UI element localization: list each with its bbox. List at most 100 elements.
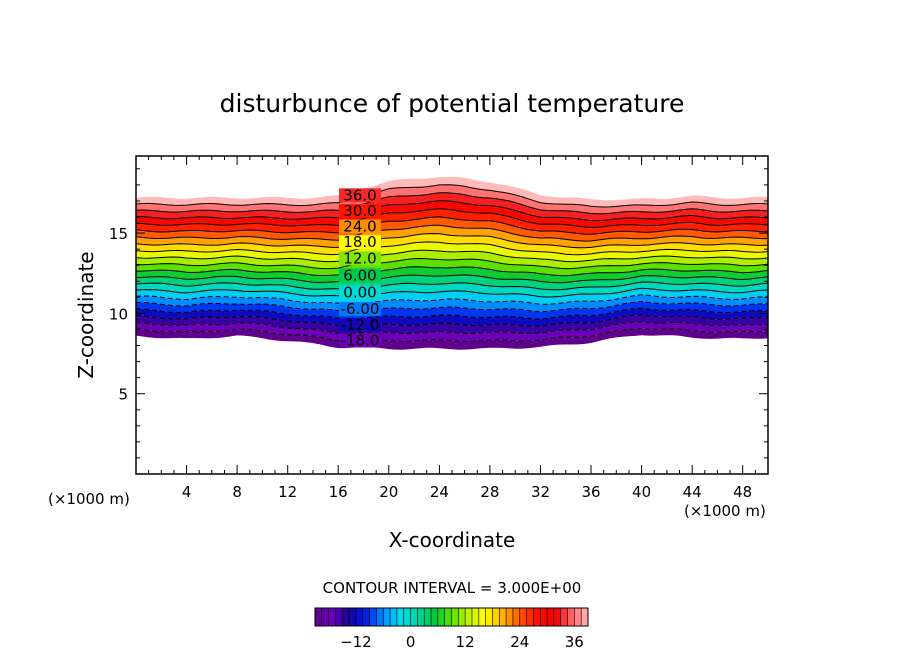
contour-label-3: 0.00 (343, 284, 376, 302)
colorbar-cell-13 (403, 608, 411, 626)
contour-label-bg-7 (339, 219, 381, 234)
x-tick-label-0: 4 (182, 483, 192, 501)
colorbar-cell-20 (451, 608, 459, 626)
contour-line-6 (136, 294, 768, 305)
x-tick-label-11: 48 (733, 483, 752, 501)
contour-line-4 (136, 307, 768, 320)
contour-line-1 (136, 328, 768, 343)
contour-band-8 (136, 274, 768, 290)
contour-line-8 (136, 281, 768, 291)
contour-band-10 (136, 258, 768, 276)
colorbar-cell-1 (321, 608, 330, 626)
contour-band-1 (136, 321, 768, 342)
colorbar-cell-18 (437, 608, 446, 626)
colorbar (314, 608, 589, 626)
colorbar-tick-label-3: 24 (510, 633, 529, 651)
colorbar-cell-33 (540, 608, 548, 626)
y-tick-labels: 5 10 15 (109, 225, 128, 404)
contour-line-14 (136, 233, 768, 249)
x-tick-label-9: 40 (632, 483, 651, 501)
contour-label-bg-3 (339, 285, 381, 300)
x-tick-label-7: 32 (531, 483, 550, 501)
contour-band-16 (136, 208, 768, 235)
contour-line-19 (136, 192, 768, 215)
x-axis-label: X-coordinate (389, 528, 516, 552)
colorbar-cell-8 (369, 608, 377, 626)
colorbar-cell-25 (485, 608, 493, 626)
colorbar-cell-11 (390, 608, 398, 626)
contour-label-1: -12.0 (341, 316, 380, 334)
contour-label-bg-2 (339, 302, 381, 317)
contour-label-bg-4 (339, 268, 381, 283)
colorbar-cell-39 (581, 608, 589, 626)
contour-label-bg-0 (339, 333, 381, 348)
contour-line-5 (136, 300, 768, 313)
contour-label-8: 30.0 (343, 202, 376, 220)
colorbar-cell-7 (362, 608, 370, 626)
colorbar-cell-9 (376, 608, 384, 626)
contour-label-bg-6 (339, 235, 381, 250)
colorbar-cell-35 (553, 608, 562, 626)
colorbar-cell-23 (471, 608, 480, 626)
colorbar-cell-14 (410, 608, 418, 626)
contour-line-20 (136, 184, 768, 208)
colorbar-cell-16 (424, 608, 432, 626)
x-unit-right: (×1000 m) (684, 502, 766, 520)
colorbar-tick-label-1: 0 (406, 633, 416, 651)
colorbar-cell-15 (417, 608, 425, 626)
contour-line-13 (136, 241, 768, 256)
contour-line-3 (136, 314, 768, 327)
colorbar-cell-12 (396, 608, 405, 626)
contour-label-0: -18.0 (341, 332, 380, 350)
contour-lines (136, 184, 768, 343)
colorbar-frame (314, 607, 589, 627)
colorbar-cell-38 (574, 608, 582, 626)
colorbar-cell-21 (458, 608, 466, 626)
contour-line-18 (136, 200, 768, 222)
contour-band-14 (136, 225, 768, 248)
colorbar-cell-0 (315, 608, 323, 626)
y-axis-label: Z-coordinate (74, 251, 98, 378)
colorbar-cell-5 (349, 608, 357, 626)
contour-line-10 (136, 266, 768, 277)
colorbar-cell-36 (560, 608, 568, 626)
contour-line-11 (136, 257, 768, 270)
contour-line-12 (136, 249, 768, 263)
contour-band-5 (136, 294, 768, 312)
colorbar-cell-6 (355, 608, 364, 626)
colorbar-tick-label-2: 12 (456, 633, 475, 651)
colorbar-cell-37 (567, 608, 575, 626)
contour-label-6: 18.0 (343, 233, 376, 251)
x-tick-label-2: 12 (278, 483, 297, 501)
colorbar-tick-label-4: 36 (565, 633, 584, 651)
contour-label-bg-8 (339, 204, 381, 218)
contour-band-17 (136, 200, 768, 228)
colorbar-cell-30 (519, 608, 527, 626)
colorbar-cell-29 (512, 608, 521, 626)
contour-label-7: 24.0 (343, 218, 376, 236)
x-tick-label-1: 8 (232, 483, 242, 501)
contour-label-bg-9 (339, 188, 381, 203)
x-tick-label-5: 24 (430, 483, 449, 501)
contour-band-0 (136, 328, 768, 350)
colorbar-tick-labels: −12 0 12 24 36 (340, 633, 584, 651)
colorbar-cell-34 (547, 608, 555, 626)
contour-label-9: 36.0 (343, 186, 376, 204)
colorbar-cell-19 (444, 608, 452, 626)
x-unit-left: (×1000 m) (48, 490, 130, 508)
colorbar-cell-26 (492, 608, 500, 626)
x-tick-label-8: 36 (581, 483, 600, 501)
contour-band-15 (136, 216, 768, 242)
x-tick-label-6: 28 (480, 483, 499, 501)
colorbar-cell-10 (383, 608, 391, 626)
contour-line-7 (136, 287, 768, 298)
colorbar-cell-2 (328, 608, 336, 626)
contour-label-2: -6.00 (341, 300, 380, 318)
colorbar-cell-4 (342, 608, 350, 626)
colorbar-cell-22 (465, 608, 473, 626)
colorbar-label: CONTOUR INTERVAL = 3.000E+00 (323, 579, 582, 597)
contour-line-16 (136, 216, 768, 235)
y-tick-label-2: 15 (109, 225, 128, 243)
colorbar-cell-17 (431, 608, 439, 626)
colorbar-cell-31 (526, 608, 534, 626)
